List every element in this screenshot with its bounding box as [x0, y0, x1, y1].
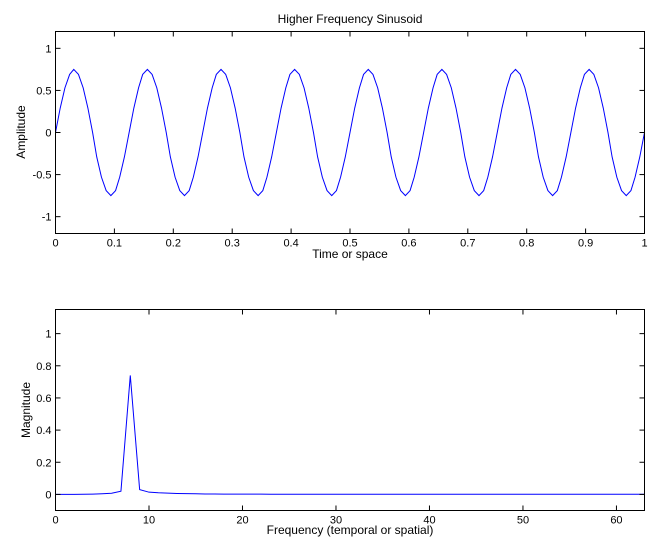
top-x-tick-label: 0.1 — [107, 238, 122, 250]
bottom-y-tick-label: 0.8 — [36, 361, 51, 373]
top-y-axis-label: Amplitude — [14, 105, 28, 159]
bottom-plot-area — [55, 375, 645, 495]
bottom-x-tick-label: 60 — [610, 515, 622, 527]
top-x-tick-label: 1 — [641, 238, 647, 250]
bottom-x-tick-label: 30 — [330, 515, 342, 527]
bottom-y-tick-label: 0 — [45, 489, 51, 501]
top-y-ticks: -1 -0.5 0 0.5 1 — [33, 43, 645, 224]
top-x-tick-label: 0 — [52, 238, 58, 250]
top-x-tick-label: 0.5 — [342, 238, 357, 250]
bottom-y-axis-label: Magnitude — [19, 382, 33, 438]
bottom-y-tick-label: 0.4 — [36, 425, 51, 437]
bottom-y-tick-label: 0.2 — [36, 457, 51, 469]
bottom-x-tick-label: 50 — [517, 515, 529, 527]
bottom-x-tick-label: 40 — [423, 515, 435, 527]
top-y-tick-label: 0.5 — [36, 85, 51, 97]
top-y-tick-label: -0.5 — [33, 170, 52, 182]
top-chart: Higher Frequency Sinusoid 0 0.1 0.2 0.3 0.4 0… — [14, 12, 648, 261]
top-x-axis-label: Time or space — [312, 247, 388, 261]
top-x-tick-label: 0.4 — [283, 238, 298, 250]
bottom-x-tick-label: 0 — [52, 515, 58, 527]
top-x-tick-label: 0.8 — [519, 238, 534, 250]
top-plot-area — [55, 68, 645, 197]
bottom-x-tick-label: 20 — [236, 515, 248, 527]
top-x-ticks: 0 0.1 0.2 0.3 0.4 0.5 0.6 0.7 0.8 0.9 1 — [52, 31, 648, 250]
top-series-line-0 — [55, 68, 645, 197]
bottom-series-line-0 — [55, 375, 645, 495]
bottom-axes-frame — [55, 309, 645, 511]
top-x-tick-label: 0.7 — [460, 238, 475, 250]
bottom-chart: 0 10 20 30 40 50 60 0 0.2 0.4 0.6 0.8 1 Frequency (… — [19, 309, 645, 537]
top-y-tick-label: 1 — [45, 43, 51, 55]
bottom-x-ticks: 0 10 20 30 40 50 60 — [52, 309, 623, 527]
bottom-y-tick-label: 1 — [45, 329, 51, 341]
top-x-tick-label: 0.6 — [401, 238, 416, 250]
top-x-tick-label: 0.2 — [166, 238, 181, 250]
top-chart-title: Higher Frequency Sinusoid — [278, 12, 423, 26]
top-y-tick-label: 0 — [45, 128, 51, 140]
bottom-y-tick-label: 0.6 — [36, 393, 51, 405]
top-y-tick-label: -1 — [42, 212, 52, 224]
top-x-tick-label: 0.9 — [578, 238, 593, 250]
bottom-x-tick-label: 10 — [143, 515, 155, 527]
bottom-x-axis-label: Frequency (temporal or spatial) — [267, 523, 434, 537]
top-x-tick-label: 0.3 — [225, 238, 240, 250]
bottom-y-ticks: 0 0.2 0.4 0.6 0.8 1 — [36, 329, 645, 501]
